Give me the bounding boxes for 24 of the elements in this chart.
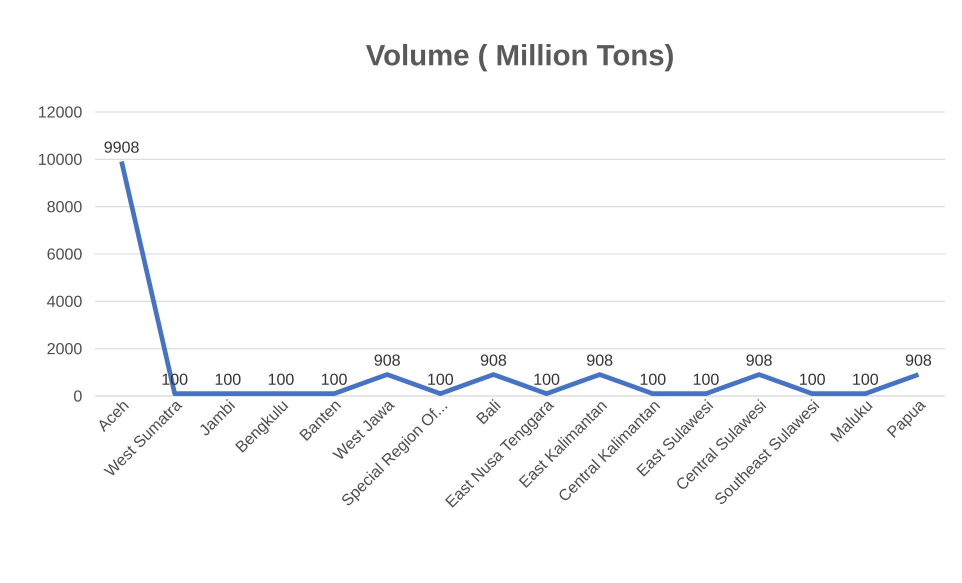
data-label: 908 (374, 354, 400, 366)
data-label: 100 (694, 374, 719, 385)
data-label: 100 (322, 374, 347, 385)
data-label: 100 (428, 374, 454, 385)
data-label: 100 (534, 374, 560, 385)
y-tick-label: 12000 (39, 106, 82, 118)
data-label: 908 (587, 354, 612, 366)
y-tick-label: 6000 (48, 248, 82, 260)
data-label: 100 (800, 374, 825, 385)
data-label: 908 (906, 354, 932, 366)
y-tick-label: 4000 (47, 296, 82, 307)
y-tick-label: 2000 (47, 343, 82, 354)
y-tick-label: 10000 (39, 154, 82, 165)
x-tick-label: Bali (476, 399, 501, 424)
data-label: 9908 (104, 141, 139, 153)
data-label: 100 (268, 374, 294, 385)
data-label: 100 (640, 374, 666, 385)
data-label: 908 (480, 354, 506, 366)
data-label: 100 (853, 374, 878, 385)
chart-title: Volume ( Million Tons) (366, 44, 673, 72)
data-label: 100 (216, 374, 241, 385)
y-tick-label: 0 (74, 390, 82, 402)
data-label: 908 (746, 354, 772, 366)
y-tick-label: 8000 (47, 201, 82, 212)
